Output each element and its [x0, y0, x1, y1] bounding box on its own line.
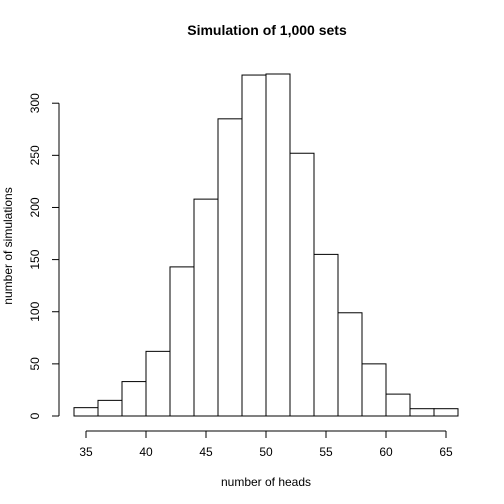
histogram-bar	[289, 152, 315, 417]
histogram-bar	[313, 253, 339, 417]
y-tick-label: 0	[28, 412, 42, 419]
histogram-bar	[73, 407, 99, 417]
histogram-bar	[193, 198, 219, 417]
x-tick-label: 45	[199, 445, 213, 459]
y-axis: 0 50 100 150 200 250 300	[28, 93, 60, 419]
histogram-bar	[337, 312, 363, 417]
histogram-bar	[169, 266, 195, 417]
chart-title: Simulation of 1,000 sets	[187, 22, 347, 38]
histogram-bar	[361, 363, 387, 417]
x-tick-label: 40	[139, 445, 153, 459]
x-tick-label: 55	[319, 445, 333, 459]
histogram-bar	[97, 399, 123, 417]
x-tick-label: 50	[259, 445, 273, 459]
x-tick-label: 65	[439, 445, 453, 459]
y-tick-label: 150	[28, 249, 42, 269]
x-axis-label: number of heads	[221, 475, 311, 489]
x-axis: 35 40 45 50 55 60 65	[79, 430, 453, 459]
histogram-bar	[433, 408, 459, 417]
y-tick-label: 50	[28, 357, 42, 371]
x-tick-label: 35	[79, 445, 93, 459]
y-axis-label: number of simulations	[1, 187, 15, 304]
histogram-bar	[409, 408, 435, 417]
histogram-bar	[145, 350, 171, 417]
y-tick-label: 100	[28, 301, 42, 321]
x-tick-label: 60	[379, 445, 393, 459]
histogram-bar	[265, 73, 291, 417]
histogram-bar	[217, 118, 243, 417]
histogram-bar	[241, 74, 267, 417]
y-tick-label: 200	[28, 197, 42, 217]
histogram-bar	[121, 381, 147, 417]
y-tick-label: 300	[28, 93, 42, 113]
y-tick-label: 250	[28, 145, 42, 165]
bars-group	[73, 73, 459, 417]
histogram-bar	[385, 393, 411, 417]
